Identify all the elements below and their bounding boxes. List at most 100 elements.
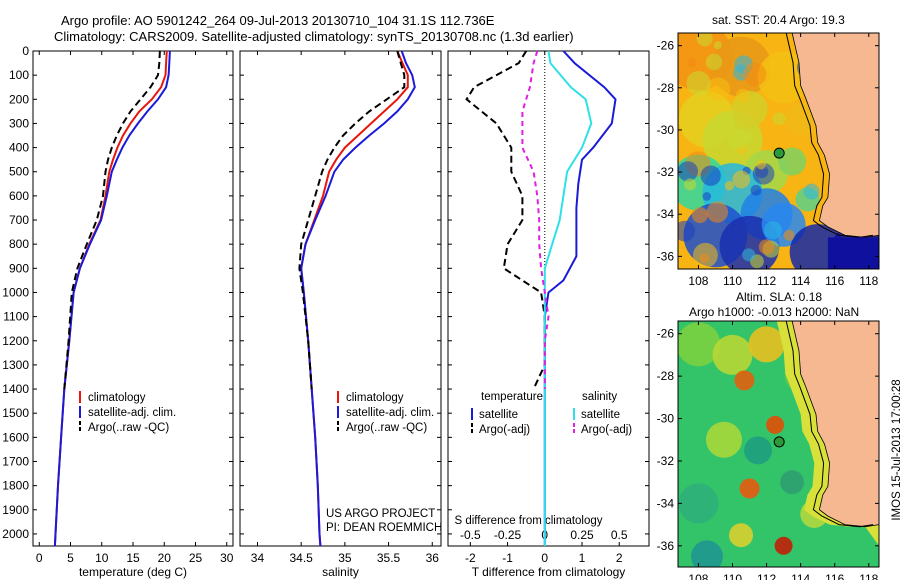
sst-field-patch: [763, 221, 783, 240]
y-tick-label: 1900: [2, 503, 29, 517]
legend-entry: climatology: [88, 392, 146, 404]
sst-field-patch: [684, 178, 697, 191]
map-bottom-title-line2: Argo h1000: -0.013 h2000: NaN: [689, 305, 860, 319]
sst-field-patch: [686, 70, 711, 96]
profile-panel-1: 0100200300400500600700800900100011001200…: [2, 44, 233, 579]
x-tick-label: 118: [859, 572, 878, 580]
y-tick-label: 1700: [2, 454, 29, 468]
sst-field-patch: [743, 62, 767, 86]
y-tick-label: 300: [9, 116, 29, 130]
figure-title-line1: Argo profile: AO 5901242_264 09-Jul-2013…: [61, 13, 495, 28]
legend-entry: climatology: [346, 392, 404, 404]
y-tick-label: -32: [657, 165, 675, 179]
sla-field-patch: [678, 483, 719, 524]
axes-frame: [239, 50, 442, 547]
y-tick-label: -36: [657, 539, 675, 553]
sst-field-patch: [772, 112, 786, 126]
sst-field-patch: [706, 77, 730, 101]
sst-field-patch: [687, 57, 697, 68]
top-scale-tick-label: -0.5: [460, 528, 481, 542]
coastline: [791, 33, 879, 238]
legend-entry: satellite-adj. clim.: [88, 407, 176, 419]
y-tick-label: 700: [9, 213, 29, 227]
sst-field-patch: [678, 220, 696, 242]
argo-position-marker: [773, 147, 785, 159]
y-tick-label: 1200: [2, 334, 29, 348]
x-tick-label: 30: [220, 551, 234, 565]
legend-heading: temperature: [481, 391, 543, 403]
y-tick-label: -28: [657, 81, 675, 95]
map-field: [678, 33, 879, 269]
axes-frame: [32, 50, 234, 547]
x-tick-label: 1: [579, 551, 586, 565]
sst-field-patch: [783, 229, 795, 241]
top-scale-label: S difference from climatology: [454, 515, 602, 527]
y-tick-label: 1000: [2, 285, 29, 299]
x-tick-label: 108: [688, 572, 708, 580]
sst-field-patch: [728, 129, 749, 150]
x-tick-label: 114: [791, 572, 810, 580]
y-tick-label: 2000: [2, 527, 29, 541]
x-tick-label: 112: [757, 274, 776, 288]
sst-field-patch: [706, 201, 729, 223]
legend-entry: Argo(-adj): [479, 424, 530, 436]
y-tick-label: -34: [657, 207, 675, 221]
sst-field-patch: [765, 59, 778, 72]
y-tick-label: -26: [657, 39, 675, 53]
sst-field-patch: [758, 239, 775, 255]
sst-field-patch: [700, 165, 721, 186]
series-line: [300, 50, 416, 547]
x-tick-label: -2: [465, 551, 476, 565]
y-tick-label: 500: [9, 165, 29, 179]
sla-field-patch: [705, 421, 742, 458]
series-line: [543, 50, 617, 546]
x-tick-label: 20: [158, 551, 172, 565]
sst-field-patch: [724, 181, 735, 191]
y-tick-label: 1500: [2, 406, 29, 420]
legend-entry: Argo(-adj): [581, 424, 632, 436]
sla-field-patch: [774, 536, 793, 555]
legend-heading: salinity: [582, 391, 617, 403]
y-tick-label: -30: [657, 123, 675, 137]
legend-entry: satellite: [581, 409, 620, 421]
y-tick-label: -36: [657, 249, 675, 263]
sst-field-patch: [713, 41, 722, 50]
sst-field-patch: [778, 147, 807, 176]
profile-panel-2: 34 34.5 35 35.5 36 salinity climatology satelli…: [239, 50, 442, 579]
y-tick-label: 1400: [2, 382, 29, 396]
sla-field-patch: [678, 322, 721, 367]
map-top-title: sat. SST: 20.4 Argo: 19.3: [712, 13, 845, 27]
sst-field-patch: [702, 192, 712, 201]
sla-field-patch: [712, 334, 753, 375]
sst-field-patch: [735, 88, 750, 103]
sst-field-patch: [696, 33, 713, 47]
sst-map: 108 110 112 114 116 118 -26 -28 -30 -32 -34 -36: [657, 32, 880, 288]
y-tick-label: 800: [9, 237, 29, 251]
sst-field-patch: [752, 162, 775, 185]
isobath-line: [785, 33, 874, 238]
sla-field-patch: [766, 415, 785, 434]
legend-entry: satellite-adj. clim.: [346, 407, 434, 419]
sst-field-patch: [750, 184, 762, 196]
y-tick-label: 1100: [3, 310, 29, 324]
x-tick-label: 118: [859, 274, 878, 288]
map-frame: [677, 320, 880, 568]
top-scale-tick-label: 0.25: [570, 528, 594, 542]
x-tick-label: 110: [723, 572, 742, 580]
sst-field-patch: [678, 161, 699, 182]
sst-field-patch: [784, 103, 817, 136]
sla-field-patch: [729, 523, 754, 548]
legend-entry: satellite: [479, 409, 518, 421]
y-tick-label: -28: [657, 369, 675, 383]
y-tick-label: 1300: [2, 358, 29, 372]
x-axis-label: T difference from climatology: [472, 565, 626, 579]
sla-map: 108 110 112 114 116 118 -26 -28 -30 -32 -34 -36: [657, 320, 880, 580]
series-line: [63, 50, 161, 390]
map-frame: [677, 32, 880, 270]
land-area: [792, 321, 879, 527]
x-tick-label: 0: [36, 551, 43, 565]
map-bottom-title-line1: Altim. SLA: 0.18: [736, 290, 823, 304]
y-tick-label: 200: [9, 92, 29, 106]
argo-position-marker: [773, 436, 785, 448]
x-tick-label: 112: [757, 572, 776, 580]
